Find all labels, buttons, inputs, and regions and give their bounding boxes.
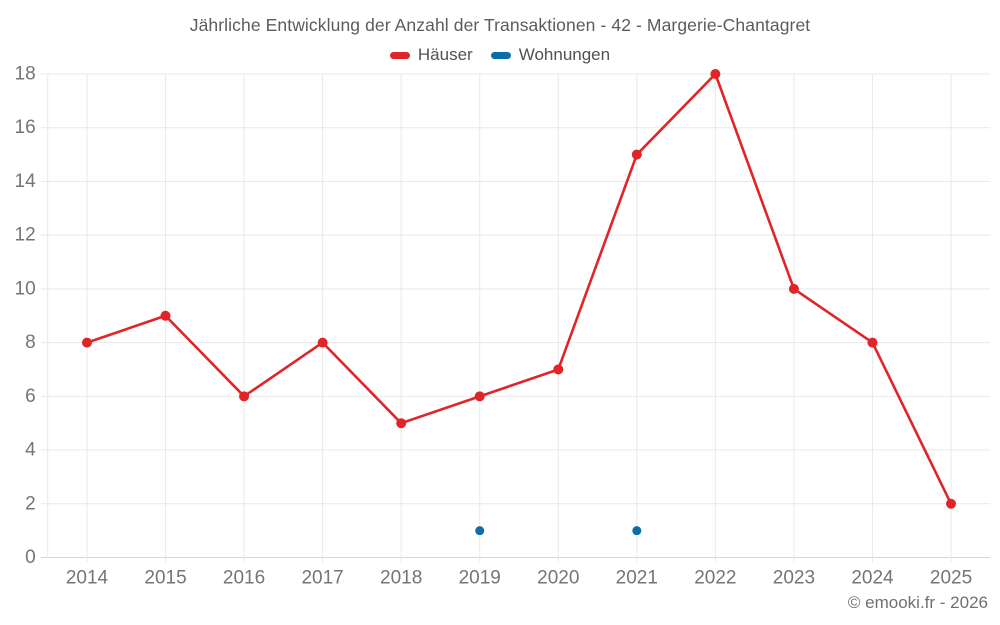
data-point-haeuser-2023[interactable] — [788, 283, 799, 294]
x-tick-label: 2021 — [616, 568, 658, 589]
x-tick-label: 2017 — [301, 568, 343, 589]
x-tick-label: 2019 — [459, 568, 501, 589]
data-point-haeuser-2021[interactable] — [631, 149, 642, 160]
x-tick-label: 2018 — [380, 568, 422, 589]
series-line-haeuser — [85, 72, 953, 506]
chart-legend: Häuser Wohnungen — [0, 45, 1000, 65]
x-tick-label: 2024 — [851, 568, 894, 589]
data-point-haeuser-2022[interactable] — [710, 69, 721, 79]
x-tick-label: 2015 — [144, 568, 186, 589]
data-point-haeuser-2020[interactable] — [553, 364, 564, 375]
y-tick-label: 4 — [25, 440, 36, 461]
data-point-haeuser-2018[interactable] — [396, 418, 407, 429]
y-tick-label: 6 — [25, 386, 36, 407]
y-tick-label: 16 — [15, 117, 36, 138]
y-tick-label: 12 — [15, 225, 36, 246]
data-point-haeuser-2024[interactable] — [867, 337, 878, 348]
data-point-haeuser-2015[interactable] — [160, 310, 171, 321]
y-tick-label: 2 — [25, 493, 36, 514]
x-tick-label: 2025 — [930, 568, 972, 589]
y-tick-label: 0 — [25, 547, 36, 568]
data-point-haeuser-2017[interactable] — [317, 337, 328, 348]
data-point-haeuser-2014[interactable] — [81, 337, 92, 348]
x-tick-label: 2023 — [773, 568, 815, 589]
data-point-haeuser-2016[interactable] — [239, 391, 250, 402]
x-tick-label: 2022 — [694, 568, 736, 589]
y-tick-label: 18 — [15, 64, 36, 85]
legend-swatch-haeuser-icon — [389, 51, 410, 59]
y-tick-label: 8 — [25, 332, 36, 353]
legend-swatch-wohnungen-icon — [490, 51, 511, 59]
y-tick-label: 14 — [15, 171, 37, 192]
copyright-credit: © emooki.fr - 2026 — [847, 593, 988, 612]
data-point-wohnungen-2019[interactable] — [475, 526, 485, 536]
data-point-haeuser-2025[interactable] — [946, 498, 957, 509]
legend-label-haeuser: Häuser — [417, 45, 473, 64]
chart-title: Jährliche Entwicklung der Anzahl der Tra… — [189, 15, 811, 35]
x-tick-label: 2016 — [223, 568, 265, 589]
legend-item-wohnungen[interactable]: Wohnungen — [490, 45, 611, 65]
data-point-wohnungen-2021[interactable] — [632, 526, 642, 536]
x-tick-label: 2014 — [66, 568, 109, 589]
data-point-haeuser-2019[interactable] — [474, 391, 485, 402]
legend-item-haeuser[interactable]: Häuser — [389, 45, 473, 65]
y-tick-label: 10 — [15, 278, 36, 299]
legend-label-wohnungen: Wohnungen — [518, 45, 611, 64]
x-tick-label: 2020 — [537, 568, 579, 589]
